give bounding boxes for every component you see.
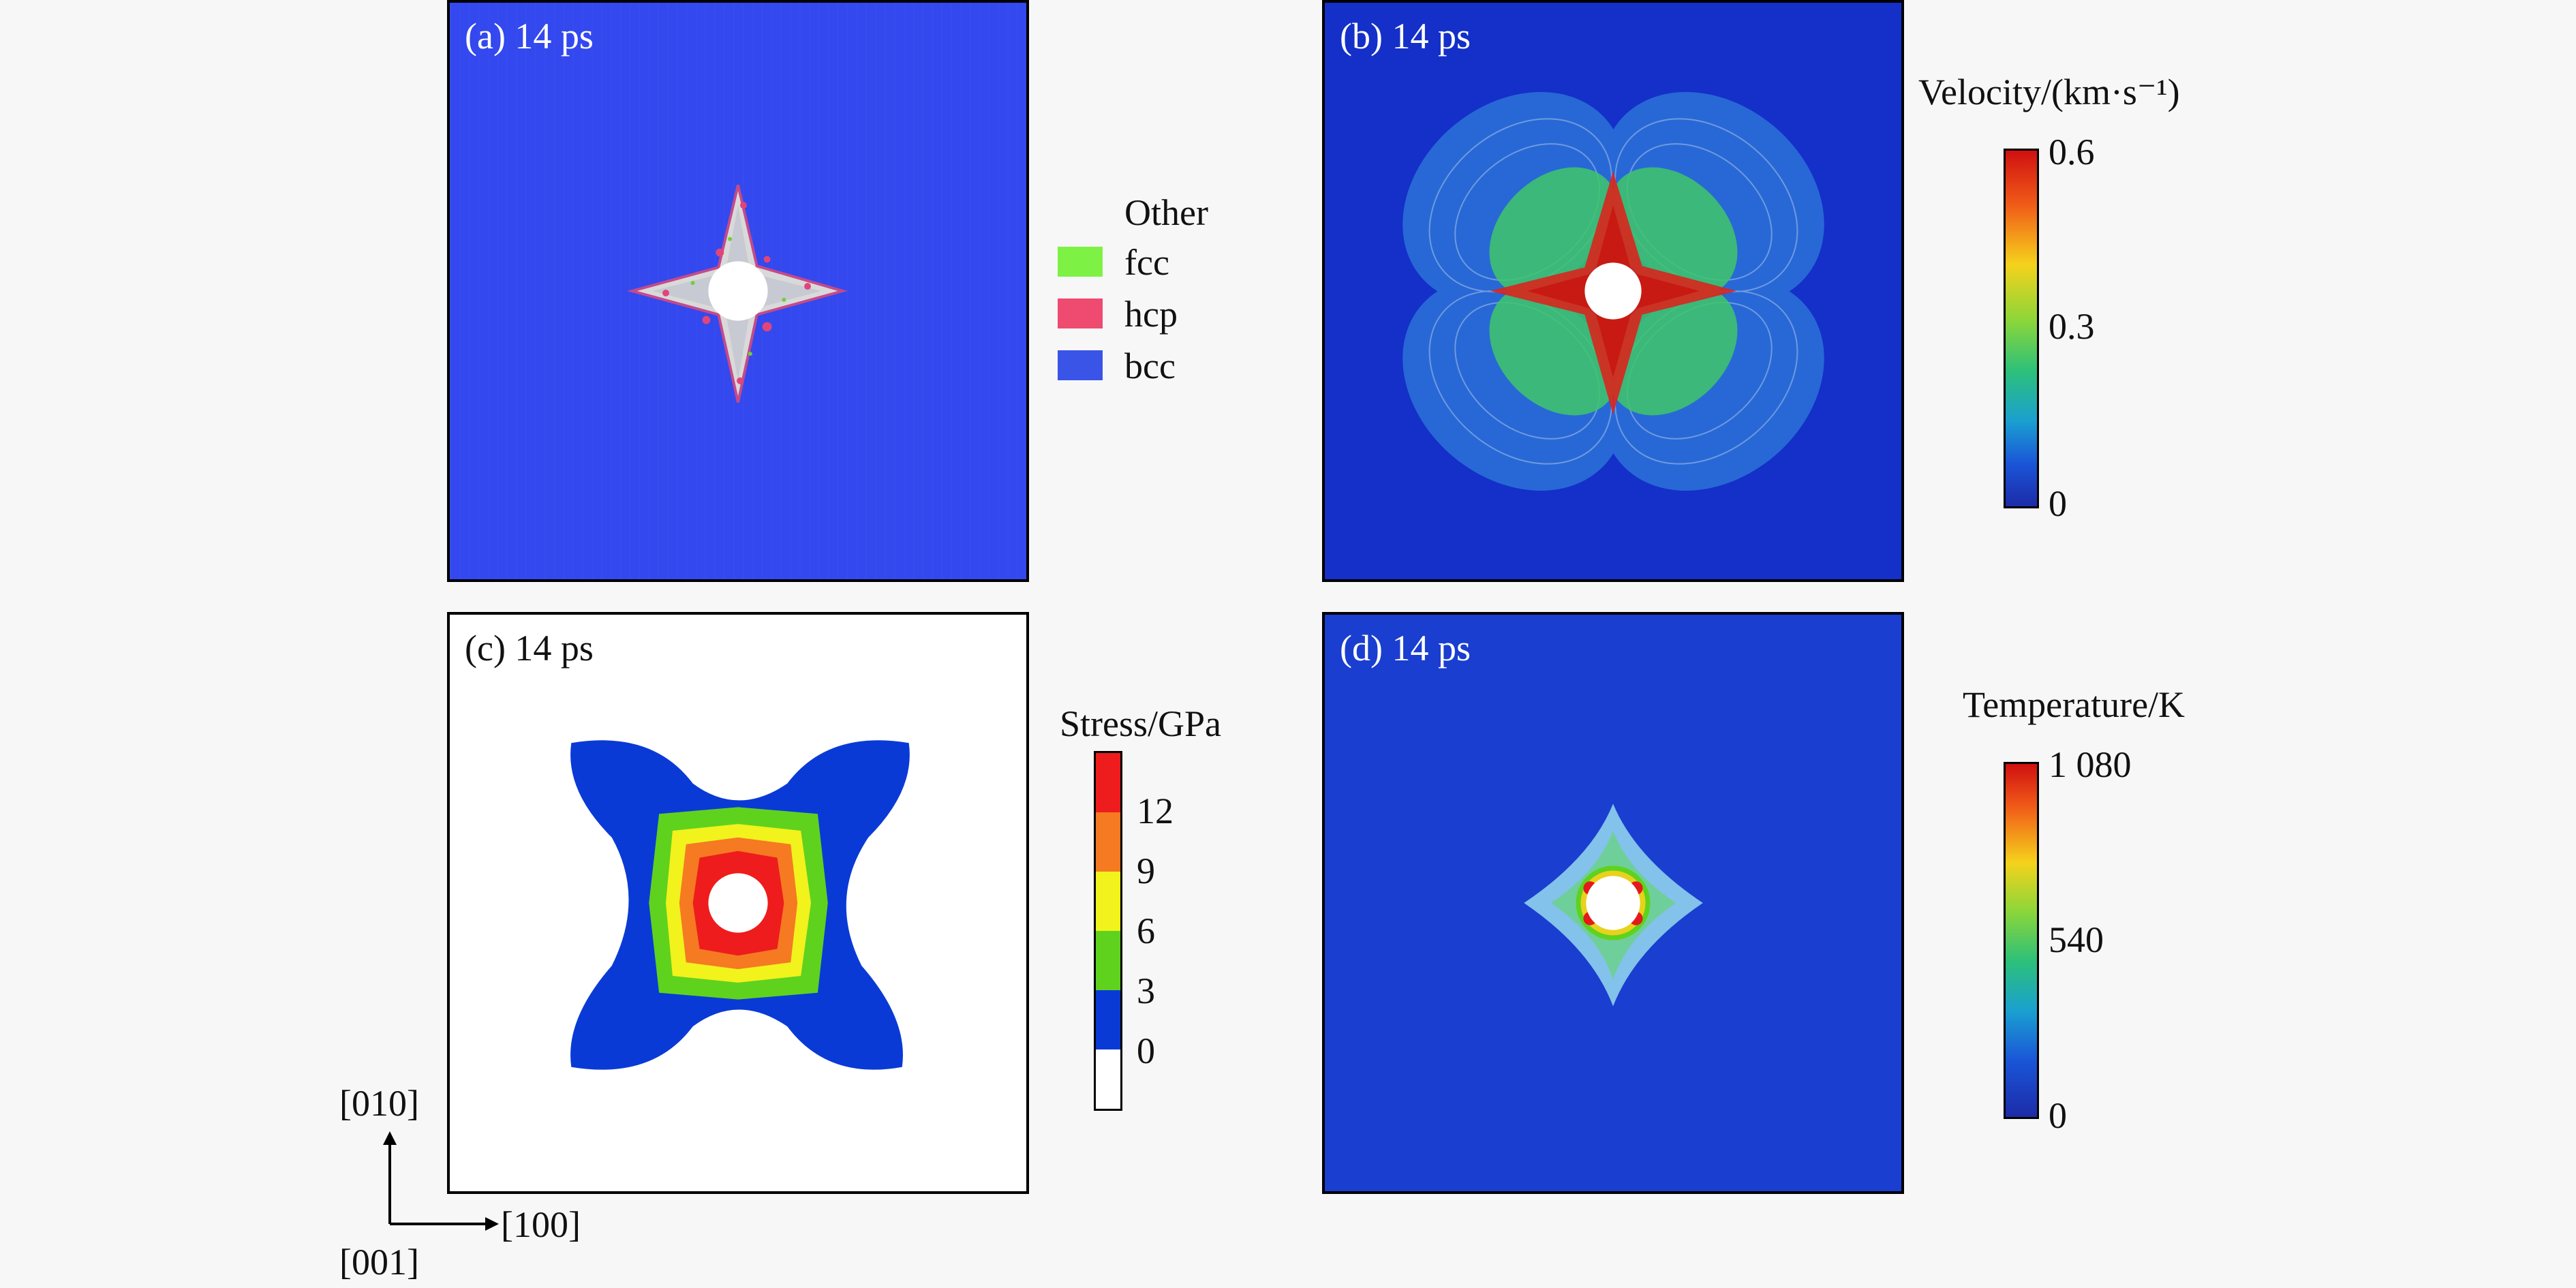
legend-label-hcp: hcp — [1124, 294, 1178, 335]
stress-colorbar-step — [1096, 812, 1120, 872]
axis-label-010: [010] — [339, 1083, 419, 1124]
temperature-tick-max: 1 080 — [2049, 744, 2132, 785]
stress-tick-6: 6 — [1137, 910, 1155, 951]
panel-a-structure-map: (a) 14 ps — [447, 0, 1029, 582]
legend-label-other: Other — [1124, 192, 1208, 233]
velocity-tick-min: 0 — [2049, 483, 2067, 524]
panel-label: (b) 14 ps — [1340, 16, 1471, 57]
velocity-colorbar-title: Velocity/(km·s⁻¹) — [1918, 72, 2180, 112]
structure-map-image — [450, 3, 1026, 579]
panel-label: (a) 14 ps — [465, 16, 594, 57]
stress-map-image — [570, 740, 910, 1070]
stress-colorbar-step — [1096, 931, 1120, 990]
panel-b-velocity-map: (b) 14 ps — [1322, 0, 1904, 582]
stress-colorbar-steps — [1094, 751, 1122, 1111]
panel-c-stress-map: (c) 14 ps — [447, 612, 1029, 1194]
velocity-map-image — [1325, 3, 1901, 579]
axes-arrows — [383, 1131, 499, 1231]
stress-colorbar-step — [1096, 1049, 1120, 1109]
legend-swatch-fcc — [1058, 247, 1103, 277]
velocity-tick-mid: 0.3 — [2049, 306, 2095, 347]
temperature-colorbar-title: Temperature/K — [1963, 684, 2186, 725]
axis-label-001: [001] — [339, 1242, 419, 1283]
temperature-tick-mid: 540 — [2049, 919, 2104, 960]
panel-label: (d) 14 ps — [1340, 628, 1471, 669]
stress-colorbar-step — [1096, 872, 1120, 931]
velocity-colorbar-gradient — [2004, 149, 2039, 508]
stress-colorbar-step — [1096, 990, 1120, 1049]
axis-label-100: [100] — [501, 1204, 581, 1245]
velocity-tick-max: 0.6 — [2049, 132, 2095, 172]
temperature-map-image — [1325, 615, 1901, 1191]
legend-swatch-hcp — [1058, 298, 1103, 328]
stress-colorbar-title: Stress/GPa — [1060, 703, 1222, 744]
stress-tick-0: 0 — [1137, 1030, 1155, 1071]
legend-label-fcc: fcc — [1124, 242, 1169, 283]
legend-swatch-bcc — [1058, 350, 1103, 380]
legend-label-bcc: bcc — [1124, 346, 1176, 386]
temperature-tick-min: 0 — [2049, 1095, 2067, 1136]
stress-tick-3: 3 — [1137, 970, 1155, 1011]
stress-tick-9: 9 — [1137, 850, 1155, 891]
stress-tick-12: 12 — [1137, 791, 1174, 831]
stress-colorbar-step — [1096, 753, 1120, 812]
temperature-colorbar-gradient — [2004, 762, 2039, 1119]
panel-label: (c) 14 ps — [465, 628, 594, 669]
panel-d-temperature-map: (d) 14 ps — [1322, 612, 1904, 1194]
